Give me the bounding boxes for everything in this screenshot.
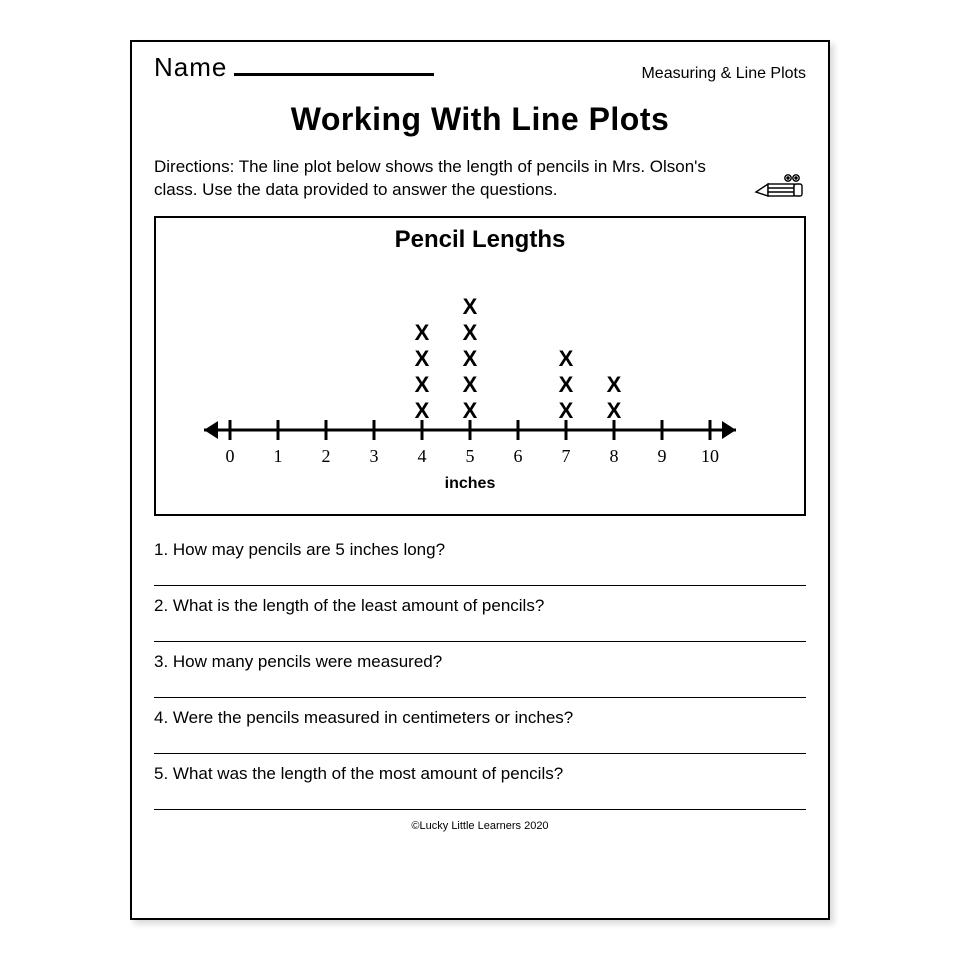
svg-text:X: X <box>607 398 622 423</box>
svg-text:inches: inches <box>445 475 496 492</box>
directions-text: Directions: The line plot below shows th… <box>154 156 806 202</box>
plot-title: Pencil Lengths <box>166 226 794 254</box>
answer-blank-line[interactable] <box>154 784 806 810</box>
question-text: 3. How many pencils were measured? <box>154 652 806 672</box>
answer-blank-line[interactable] <box>154 672 806 698</box>
svg-text:8: 8 <box>610 446 619 466</box>
topic-label: Measuring & Line Plots <box>641 65 806 83</box>
directions-content: Directions: The line plot below shows th… <box>154 157 706 199</box>
svg-text:X: X <box>415 372 430 397</box>
worksheet-page: Name Measuring & Line Plots Working With… <box>130 40 830 920</box>
svg-text:X: X <box>415 398 430 423</box>
name-field: Name <box>154 52 434 83</box>
svg-text:10: 10 <box>701 446 719 466</box>
svg-text:5: 5 <box>466 446 475 466</box>
svg-text:0: 0 <box>226 446 235 466</box>
svg-text:X: X <box>559 372 574 397</box>
question-text: 1. How may pencils are 5 inches long? <box>154 540 806 560</box>
question-text: 4. Were the pencils measured in centimet… <box>154 708 806 728</box>
svg-text:X: X <box>415 320 430 345</box>
svg-text:X: X <box>463 320 478 345</box>
svg-text:3: 3 <box>370 446 379 466</box>
svg-text:X: X <box>607 372 622 397</box>
questions-list: 1. How may pencils are 5 inches long? 2. … <box>154 540 806 810</box>
svg-text:9: 9 <box>658 446 667 466</box>
svg-text:X: X <box>559 398 574 423</box>
svg-text:X: X <box>463 372 478 397</box>
pencil-icon <box>754 162 806 205</box>
answer-blank-line[interactable] <box>154 616 806 642</box>
svg-text:X: X <box>463 346 478 371</box>
svg-text:X: X <box>415 346 430 371</box>
svg-text:6: 6 <box>514 446 523 466</box>
svg-text:2: 2 <box>322 446 331 466</box>
svg-text:1: 1 <box>274 446 283 466</box>
name-label: Name <box>154 52 227 82</box>
footer-credit: ©Lucky Little Learners 2020 <box>154 820 806 832</box>
svg-text:7: 7 <box>562 446 571 466</box>
question-text: 5. What was the length of the most amoun… <box>154 764 806 784</box>
svg-text:4: 4 <box>418 446 427 466</box>
answer-blank-line[interactable] <box>154 560 806 586</box>
line-plot-box: Pencil Lengths 012345678910inchesXXXXXXX… <box>154 216 806 516</box>
page-title: Working With Line Plots <box>154 101 806 138</box>
question-text: 2. What is the length of the least amoun… <box>154 596 806 616</box>
answer-blank-line[interactable] <box>154 728 806 754</box>
name-blank-line[interactable] <box>234 73 434 76</box>
header-row: Name Measuring & Line Plots <box>154 52 806 83</box>
line-plot-svg: 012345678910inchesXXXXXXXXXXXXXX <box>180 260 780 500</box>
svg-text:X: X <box>463 294 478 319</box>
svg-text:X: X <box>559 346 574 371</box>
svg-text:X: X <box>463 398 478 423</box>
